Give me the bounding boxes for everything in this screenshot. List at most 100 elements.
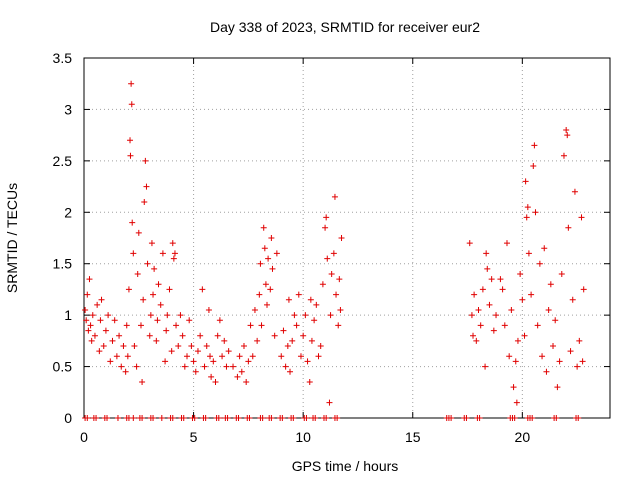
data-point xyxy=(91,332,98,339)
data-point xyxy=(323,214,330,221)
data-point xyxy=(473,337,480,344)
data-point xyxy=(556,358,563,365)
data-point xyxy=(133,363,140,370)
data-point xyxy=(578,214,585,221)
data-point xyxy=(521,332,528,339)
data-point xyxy=(88,337,95,344)
data-point xyxy=(528,291,535,298)
data-point xyxy=(269,265,276,272)
data-point xyxy=(197,332,204,339)
data-point xyxy=(317,343,324,349)
data-point xyxy=(96,348,103,355)
y-axis-label: SRMTID / TECUs xyxy=(4,183,20,293)
data-point xyxy=(287,368,294,375)
data-point xyxy=(324,255,331,262)
data-point xyxy=(124,353,131,360)
data-point xyxy=(205,307,212,313)
data-point xyxy=(313,301,320,308)
data-point xyxy=(523,214,530,221)
data-point xyxy=(139,415,146,421)
data-point xyxy=(188,343,195,349)
y-tick-label: 2.5 xyxy=(53,153,73,169)
grid-lines xyxy=(84,58,610,418)
plot-frame xyxy=(83,57,611,419)
data-point xyxy=(290,415,297,421)
data-point xyxy=(302,312,309,319)
data-point xyxy=(89,312,96,319)
data-point xyxy=(493,312,500,319)
data-point xyxy=(93,415,100,421)
data-point xyxy=(97,317,104,324)
data-point xyxy=(246,415,253,421)
data-point xyxy=(146,332,153,339)
data-point xyxy=(191,415,198,421)
data-point xyxy=(311,317,318,324)
data-point xyxy=(330,250,337,257)
data-point xyxy=(82,307,89,313)
data-point xyxy=(169,240,176,247)
data-point xyxy=(162,358,169,365)
x-tick-label: 5 xyxy=(190,429,198,445)
data-point xyxy=(251,307,258,313)
data-point xyxy=(94,301,101,308)
data-point xyxy=(129,219,136,226)
data-point xyxy=(312,415,319,421)
data-point xyxy=(116,332,123,339)
data-point xyxy=(525,250,532,257)
data-point xyxy=(563,127,570,133)
data-point xyxy=(511,415,518,421)
data-point xyxy=(519,296,526,303)
data-point xyxy=(83,317,90,324)
data-point xyxy=(328,271,335,277)
data-point xyxy=(224,415,231,421)
data-point xyxy=(238,368,245,375)
data-point xyxy=(130,250,137,257)
data-point xyxy=(140,296,147,303)
data-point xyxy=(322,224,329,231)
data-point xyxy=(262,281,269,288)
data-point xyxy=(258,322,265,329)
data-point xyxy=(170,255,177,262)
data-point xyxy=(326,399,333,406)
data-point xyxy=(333,291,340,298)
data-point xyxy=(532,209,539,216)
data-point xyxy=(579,358,586,365)
data-point xyxy=(207,353,214,360)
data-point xyxy=(142,157,149,164)
data-point xyxy=(215,415,222,421)
data-point xyxy=(534,322,541,329)
data-point xyxy=(118,363,125,370)
data-point xyxy=(297,353,304,360)
data-point xyxy=(567,348,574,355)
data-point xyxy=(488,276,495,283)
data-point xyxy=(235,415,242,421)
x-tick-label: 15 xyxy=(405,429,421,445)
data-point xyxy=(86,276,93,283)
data-point xyxy=(558,271,565,277)
x-tick-label: 20 xyxy=(515,429,531,445)
data-point xyxy=(560,152,567,159)
x-axis-label: GPS time / hours xyxy=(292,458,399,474)
data-point xyxy=(293,322,300,329)
data-point xyxy=(468,312,475,319)
data-point xyxy=(155,281,162,288)
data-point xyxy=(184,353,191,360)
data-point xyxy=(154,317,161,324)
data-point xyxy=(134,271,141,277)
data-point xyxy=(306,379,313,385)
data-point xyxy=(479,286,486,293)
data-point xyxy=(148,240,155,247)
data-point xyxy=(484,265,491,272)
data-point xyxy=(565,224,572,231)
data-point xyxy=(529,415,536,421)
data-point xyxy=(131,343,138,349)
data-point xyxy=(84,415,91,421)
data-point xyxy=(127,152,134,159)
data-point xyxy=(141,199,148,205)
data-point xyxy=(466,240,473,247)
data-point xyxy=(510,384,517,391)
data-point xyxy=(157,301,164,308)
data-point xyxy=(202,415,209,421)
y-tick-label: 1 xyxy=(64,307,72,323)
data-point xyxy=(186,317,193,324)
